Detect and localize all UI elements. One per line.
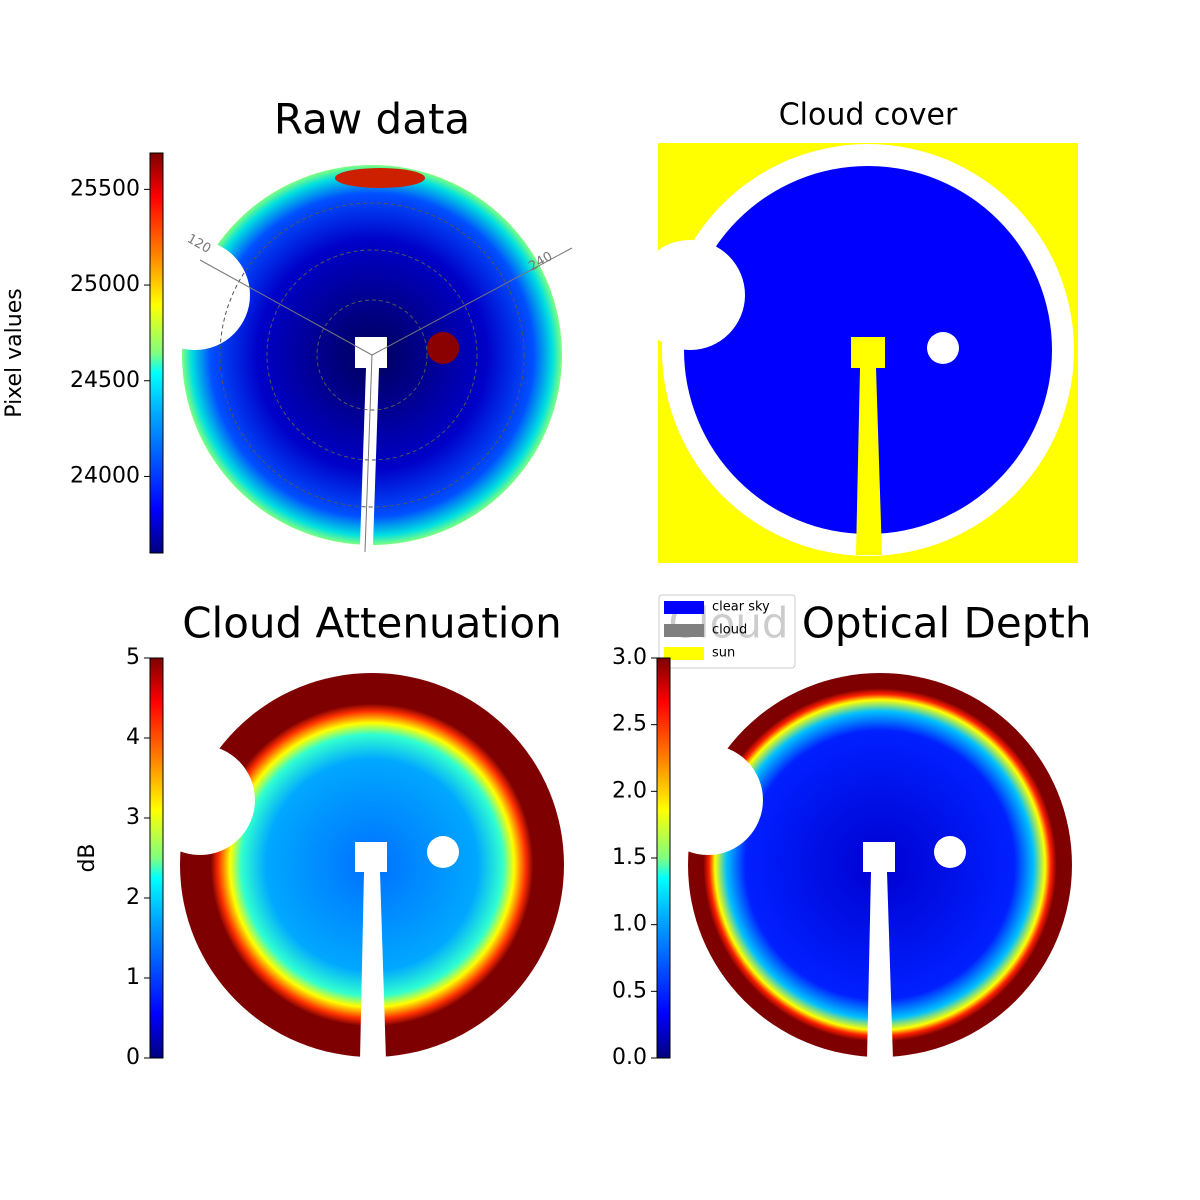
raw-image (140, 165, 573, 553)
tick-label: 1 (126, 965, 140, 990)
tick-label: 3 (126, 805, 140, 830)
legend-label: cloud (712, 623, 747, 638)
tick-label: 25500 (70, 176, 140, 201)
attenuation-image (145, 673, 564, 1060)
optical-depth-image (653, 673, 1072, 1060)
tick-label: 1.5 (612, 845, 647, 870)
tick-label: 2 (126, 885, 140, 910)
colorbar (149, 152, 164, 554)
legend: clear sky cloud sun (658, 594, 796, 669)
tick-label: 2.0 (612, 778, 647, 803)
legend-patch (664, 647, 704, 660)
colorbar (149, 657, 164, 1059)
cloud-cover-image (635, 143, 1078, 563)
panel-title: Cloud cover (779, 98, 958, 133)
colorbar-label: dB (75, 843, 100, 872)
legend-patch (664, 624, 704, 637)
tick-label: 24500 (70, 368, 140, 393)
tick-label: 0.5 (612, 978, 647, 1003)
tick-label: 4 (126, 725, 140, 750)
tick-label: 1.0 (612, 912, 647, 937)
legend-label: sun (712, 646, 735, 661)
tick-label: 0.0 (612, 1045, 647, 1070)
tick-label: 0 (126, 1045, 140, 1070)
legend-patch (664, 601, 704, 614)
colorbar (656, 657, 671, 1059)
colorbar-label: Pixel values (2, 288, 27, 417)
tick-label: 2.5 (612, 712, 647, 737)
tick-label: 3.0 (612, 645, 647, 670)
tick-label: 24000 (70, 463, 140, 488)
tick-label: 25000 (70, 272, 140, 297)
legend-label: clear sky (712, 600, 770, 615)
panel-title: Cloud Attenuation (182, 599, 562, 648)
tick-label: 5 (126, 645, 140, 670)
panel-title: Raw data (274, 95, 470, 144)
